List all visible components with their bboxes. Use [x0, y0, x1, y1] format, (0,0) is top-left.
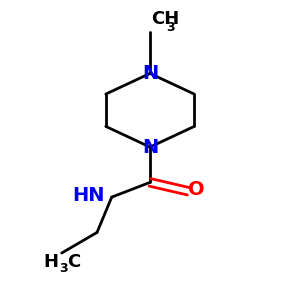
- Text: N: N: [142, 64, 158, 83]
- Text: C: C: [67, 253, 80, 271]
- Text: CH: CH: [152, 10, 180, 28]
- Text: O: O: [188, 180, 205, 199]
- Text: HN: HN: [72, 186, 104, 205]
- Text: H: H: [44, 253, 59, 271]
- Text: 3: 3: [166, 21, 175, 34]
- Text: N: N: [142, 138, 158, 157]
- Text: 3: 3: [59, 262, 68, 275]
